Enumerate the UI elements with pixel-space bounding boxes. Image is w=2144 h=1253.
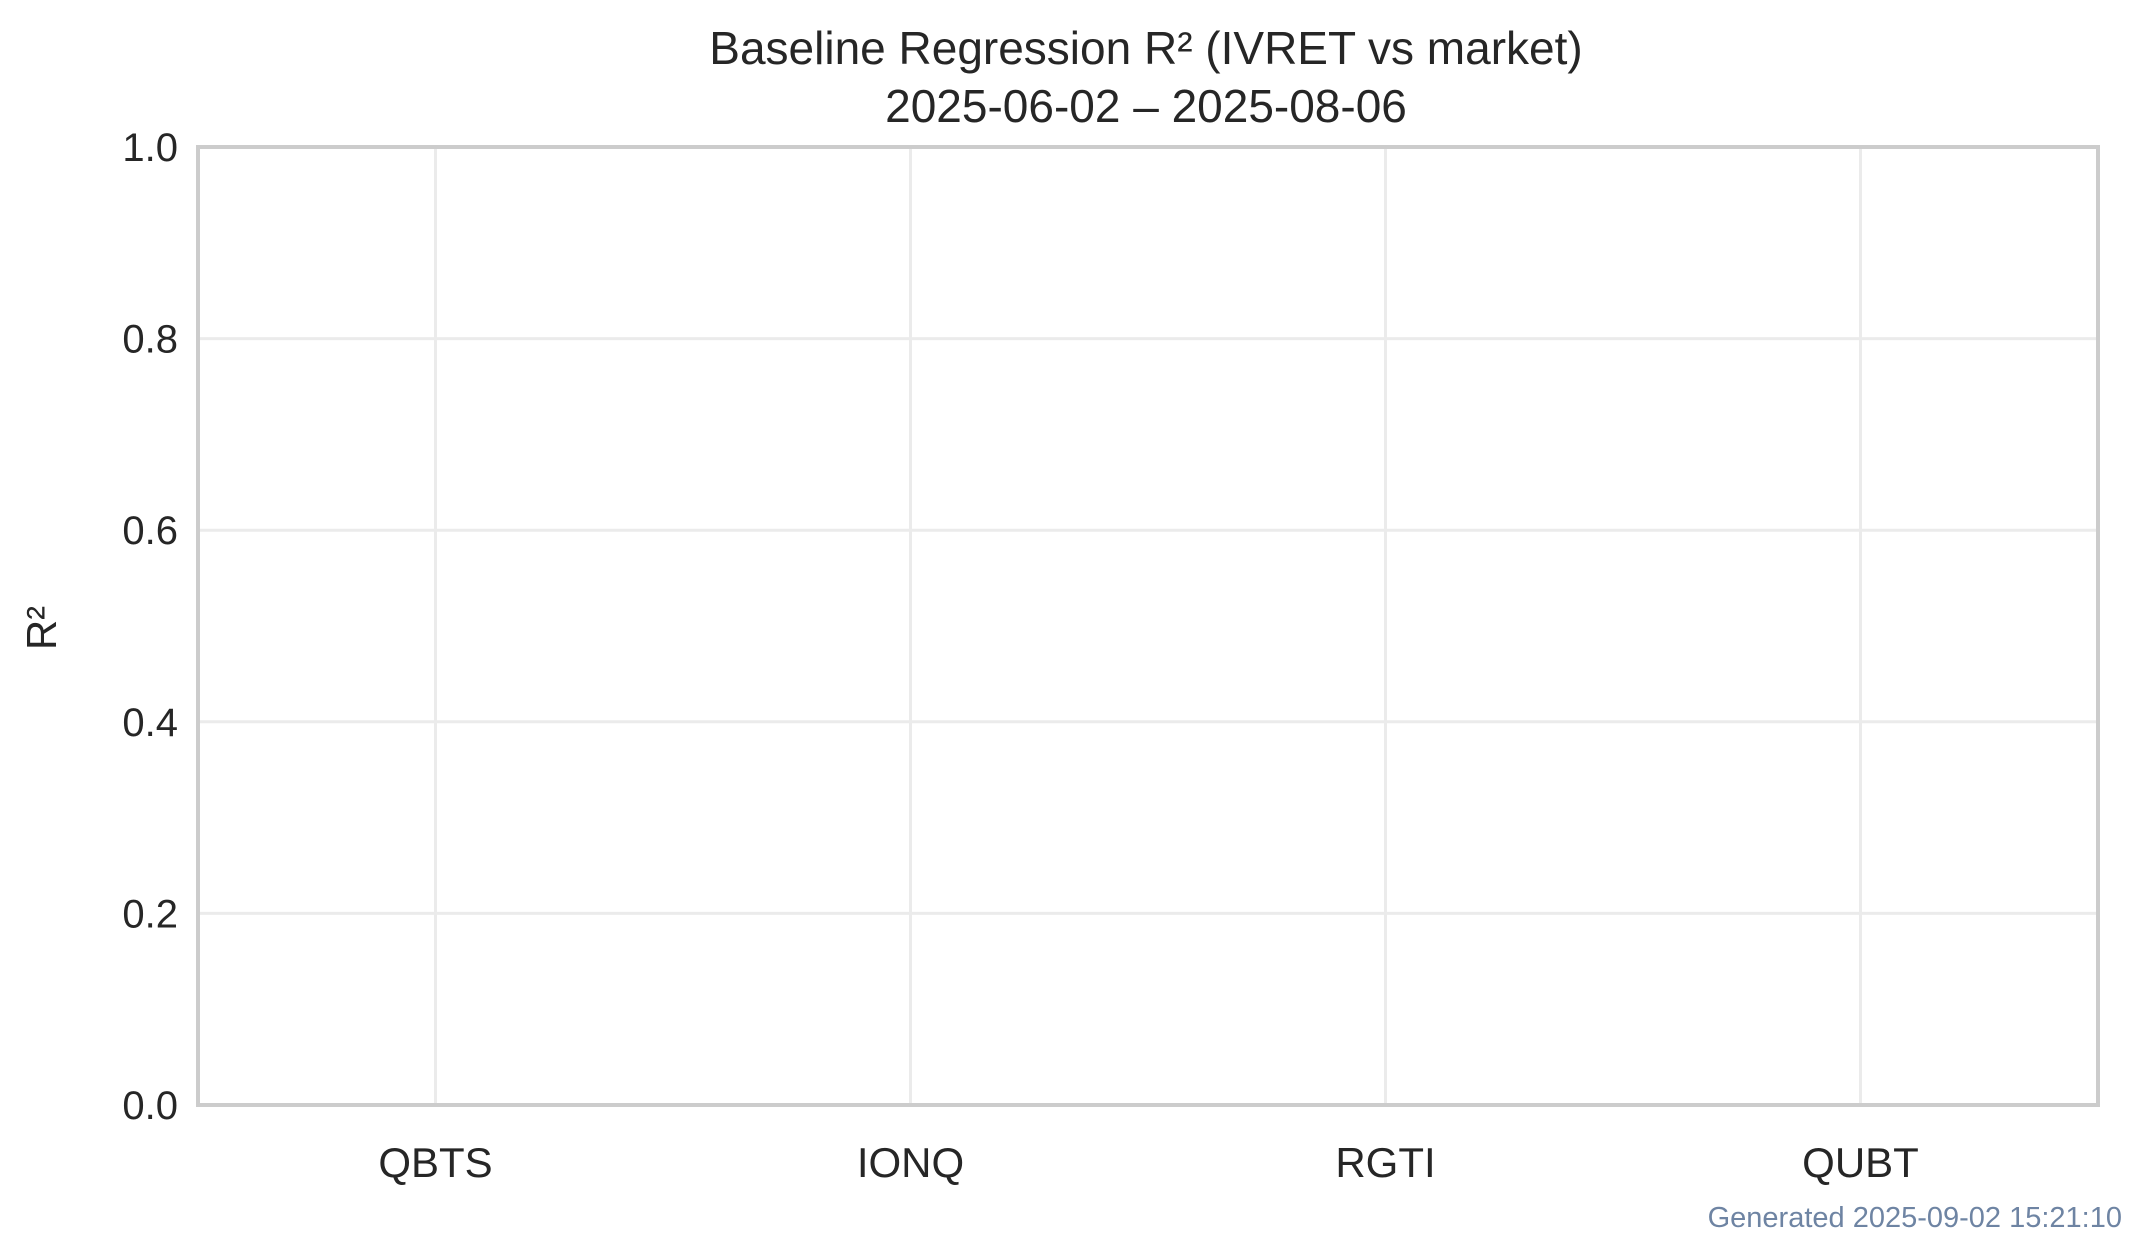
y-tick-label: 0.4: [122, 701, 178, 745]
tick-labels: 0.0 0.2 0.4 0.6 0.8 1.0 QBTS IONQ RGTI QUBT: [122, 126, 1918, 1186]
x-tick-label: QBTS: [378, 1139, 492, 1186]
y-tick-label: 1.0: [122, 126, 178, 170]
y-axis-label-group: R²: [18, 606, 65, 650]
y-tick-label: 0.8: [122, 318, 178, 362]
x-tick-label: IONQ: [857, 1139, 964, 1186]
generated-timestamp: Generated 2025-09-02 15:21:10: [1707, 1202, 2122, 1234]
axes: [196, 145, 2100, 1107]
x-tick-label: QUBT: [1802, 1139, 1919, 1186]
plot-frame: [196, 145, 2100, 1107]
chart-title: Baseline Regression R² (IVRET vs market): [709, 22, 1582, 74]
chart-subtitle: 2025-06-02 – 2025-08-06: [885, 80, 1407, 132]
grid-lines: [198, 145, 2098, 1107]
y-tick-label: 0.6: [122, 509, 178, 553]
y-tick-label: 0.0: [122, 1084, 178, 1128]
x-tick-label: RGTI: [1335, 1139, 1435, 1186]
y-axis-label: R²: [18, 606, 65, 650]
y-tick-label: 0.2: [122, 892, 178, 936]
